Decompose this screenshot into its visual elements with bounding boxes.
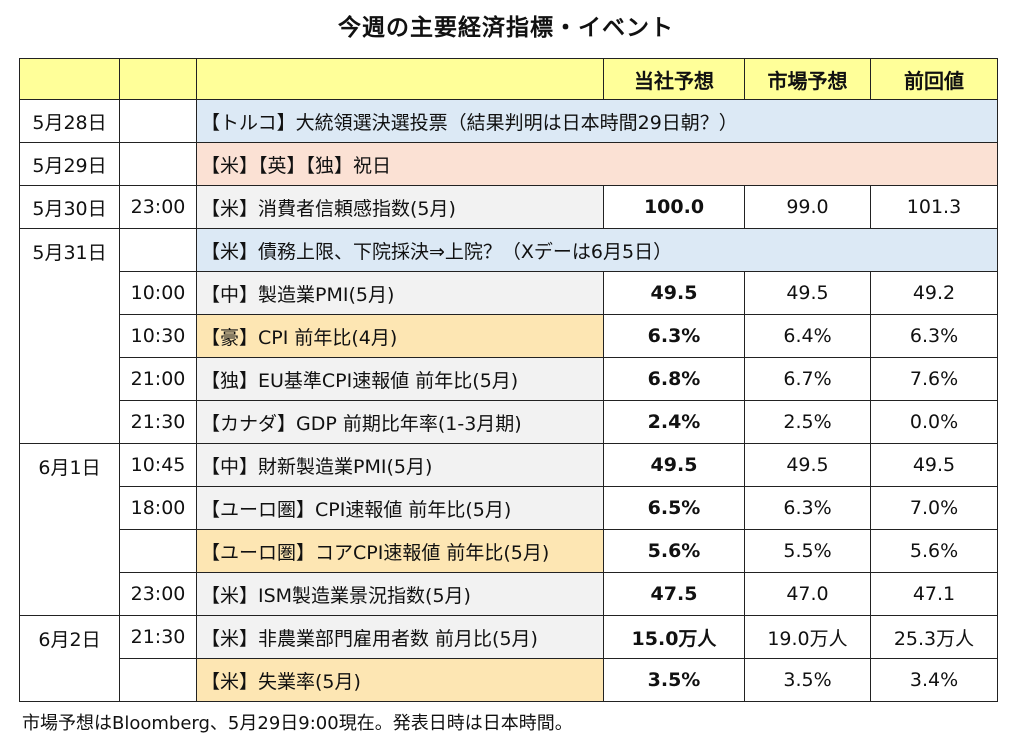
event-cell: 【米】消費者信頼感指数(5月) [196, 185, 604, 229]
market-forecast-cell: 3.5% [744, 658, 871, 702]
time-cell: 10:00 [119, 271, 197, 315]
market-forecast-cell: 6.7% [744, 357, 871, 401]
previous-value-cell: 49.2 [870, 271, 998, 315]
own-forecast-cell: 15.0万人 [603, 615, 745, 659]
footnote: 市場予想はBloomberg、5月29日9:00現在。発表日時は日本時間。 [22, 713, 573, 734]
date-cell: 6月1日 [19, 443, 120, 616]
time-cell: 18:00 [119, 486, 197, 530]
time-cell: 10:45 [119, 443, 197, 487]
event-cell: 【独】EU基準CPI速報値 前年比(5月) [196, 357, 604, 401]
time-cell: 23:00 [119, 185, 197, 229]
time-cell [119, 99, 197, 143]
event-cell: 【米】非農業部門雇用者数 前月比(5月) [196, 615, 604, 659]
previous-value-cell: 6.3% [870, 314, 998, 358]
market-forecast-cell: 49.5 [744, 443, 871, 487]
market-forecast-cell: 6.4% [744, 314, 871, 358]
market-forecast-cell: 6.3% [744, 486, 871, 530]
header-market-forecast: 市場予想 [744, 58, 871, 100]
table-row: 18:00 【ユーロ圏】CPI速報値 前年比(5月) 6.5% 6.3% 7.0… [20, 486, 998, 530]
table-row: 23:00 【米】ISM製造業景況指数(5月) 47.5 47.0 47.1 [20, 572, 998, 616]
time-cell: 23:00 [119, 572, 197, 616]
own-forecast-cell: 100.0 [603, 185, 745, 229]
header-previous: 前回値 [870, 58, 998, 100]
event-cell: 【米】失業率(5月) [196, 658, 604, 702]
own-forecast-cell: 6.3% [603, 314, 745, 358]
time-cell: 10:30 [119, 314, 197, 358]
date-cell: 6月2日 [19, 615, 120, 702]
header-time-cell [119, 58, 197, 100]
event-cell: 【ユーロ圏】CPI速報値 前年比(5月) [196, 486, 604, 530]
event-cell: 【米】債務上限、下院採決⇒上院？（Xデーは6月5日） [196, 228, 998, 272]
event-cell: 【中】財新製造業PMI(5月) [196, 443, 604, 487]
date-cell: 5月30日 [19, 185, 120, 229]
event-cell: 【中】製造業PMI(5月) [196, 271, 604, 315]
date-cell: 5月31日 [19, 228, 120, 444]
own-forecast-cell: 49.5 [603, 443, 745, 487]
previous-value-cell: 47.1 [870, 572, 998, 616]
own-forecast-cell: 49.5 [603, 271, 745, 315]
table-row: 【米】失業率(5月) 3.5% 3.5% 3.4% [20, 658, 998, 702]
time-cell [119, 658, 197, 702]
table-row: 10:00 【中】製造業PMI(5月) 49.5 49.5 49.2 [20, 271, 998, 315]
table-row: 6月1日 10:45 【中】財新製造業PMI(5月) 49.5 49.5 49.… [19, 443, 998, 616]
table-row: 6月2日 21:30 【米】非農業部門雇用者数 前月比(5月) 15.0万人 1… [19, 615, 998, 702]
table-row: 5月29日 【米】【英】【独】祝日 [19, 142, 998, 186]
previous-value-cell: 101.3 [870, 185, 998, 229]
previous-value-cell: 5.6% [870, 529, 998, 573]
previous-value-cell: 49.5 [870, 443, 998, 487]
previous-value-cell: 7.0% [870, 486, 998, 530]
time-cell [119, 529, 197, 573]
date-cell: 5月28日 [19, 99, 120, 143]
previous-value-cell: 0.0% [870, 400, 998, 444]
market-forecast-cell: 5.5% [744, 529, 871, 573]
time-cell [119, 228, 197, 272]
own-forecast-cell: 6.5% [603, 486, 745, 530]
table-row: 5月28日 【トルコ】大統領選決選投票（結果判明は日本時間29日朝？） [19, 99, 998, 143]
own-forecast-cell: 47.5 [603, 572, 745, 616]
economic-calendar-table: 当社予想 市場予想 前回値 5月28日 【トルコ】大統領選決選投票（結果判明は日… [19, 58, 998, 702]
event-cell: 【トルコ】大統領選決選投票（結果判明は日本時間29日朝？） [196, 99, 998, 143]
event-cell: 【ユーロ圏】コアCPI速報値 前年比(5月) [196, 529, 604, 573]
table-row: 5月30日 23:00 【米】消費者信頼感指数(5月) 100.0 99.0 1… [19, 185, 998, 229]
date-cell: 5月29日 [19, 142, 120, 186]
market-forecast-cell: 2.5% [744, 400, 871, 444]
page-title: 今週の主要経済指標・イベント [338, 15, 674, 41]
table-row: 5月31日 【米】債務上限、下院採決⇒上院？（Xデーは6月5日） [19, 228, 998, 444]
table-row: 10:30 【豪】CPI 前年比(4月) 6.3% 6.4% 6.3% [20, 314, 998, 358]
own-forecast-cell: 6.8% [603, 357, 745, 401]
header-date-cell [19, 58, 120, 100]
own-forecast-cell: 5.6% [603, 529, 745, 573]
previous-value-cell: 7.6% [870, 357, 998, 401]
header-event-cell [196, 58, 604, 100]
time-cell: 21:30 [119, 615, 197, 659]
event-cell: 【米】ISM製造業景況指数(5月) [196, 572, 604, 616]
market-forecast-cell: 19.0万人 [744, 615, 871, 659]
time-cell: 21:30 [119, 400, 197, 444]
previous-value-cell: 25.3万人 [870, 615, 998, 659]
table-header-row: 当社予想 市場予想 前回値 [19, 58, 998, 100]
own-forecast-cell: 2.4% [603, 400, 745, 444]
event-cell: 【豪】CPI 前年比(4月) [196, 314, 604, 358]
event-cell: 【米】【英】【独】祝日 [196, 142, 998, 186]
table-row: 21:30 【カナダ】GDP 前期比年率(1-3月期) 2.4% 2.5% 0.… [20, 400, 998, 444]
event-cell: 【カナダ】GDP 前期比年率(1-3月期) [196, 400, 604, 444]
table-row: 【ユーロ圏】コアCPI速報値 前年比(5月) 5.6% 5.5% 5.6% [20, 529, 998, 573]
time-cell [119, 142, 197, 186]
market-forecast-cell: 47.0 [744, 572, 871, 616]
table-row: 21:00 【独】EU基準CPI速報値 前年比(5月) 6.8% 6.7% 7.… [20, 357, 998, 401]
time-cell: 21:00 [119, 357, 197, 401]
market-forecast-cell: 49.5 [744, 271, 871, 315]
own-forecast-cell: 3.5% [603, 658, 745, 702]
market-forecast-cell: 99.0 [744, 185, 871, 229]
header-own-forecast: 当社予想 [603, 58, 745, 100]
previous-value-cell: 3.4% [870, 658, 998, 702]
